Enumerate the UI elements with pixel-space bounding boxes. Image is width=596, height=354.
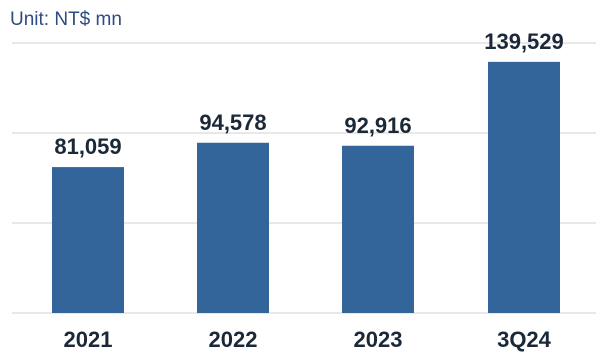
category-labels: 2021 2022 2023 3Q24 xyxy=(64,327,552,352)
bars xyxy=(52,61,560,313)
unit-label: Unit: NT$ mn xyxy=(10,9,122,30)
category-label: 3Q24 xyxy=(497,327,552,352)
value-labels: 81,059 94,578 92,916 139,529 xyxy=(54,29,563,159)
bar-2022 xyxy=(197,142,269,313)
value-label: 139,529 xyxy=(484,29,564,54)
bar-2021 xyxy=(52,167,124,313)
bar-2023 xyxy=(342,145,414,313)
value-label: 81,059 xyxy=(54,134,121,159)
bar-3q24 xyxy=(488,61,560,313)
category-label: 2021 xyxy=(64,327,113,352)
category-label: 2023 xyxy=(354,327,403,352)
value-label: 92,916 xyxy=(344,113,411,138)
category-label: 2022 xyxy=(209,327,258,352)
value-label: 94,578 xyxy=(199,110,266,135)
